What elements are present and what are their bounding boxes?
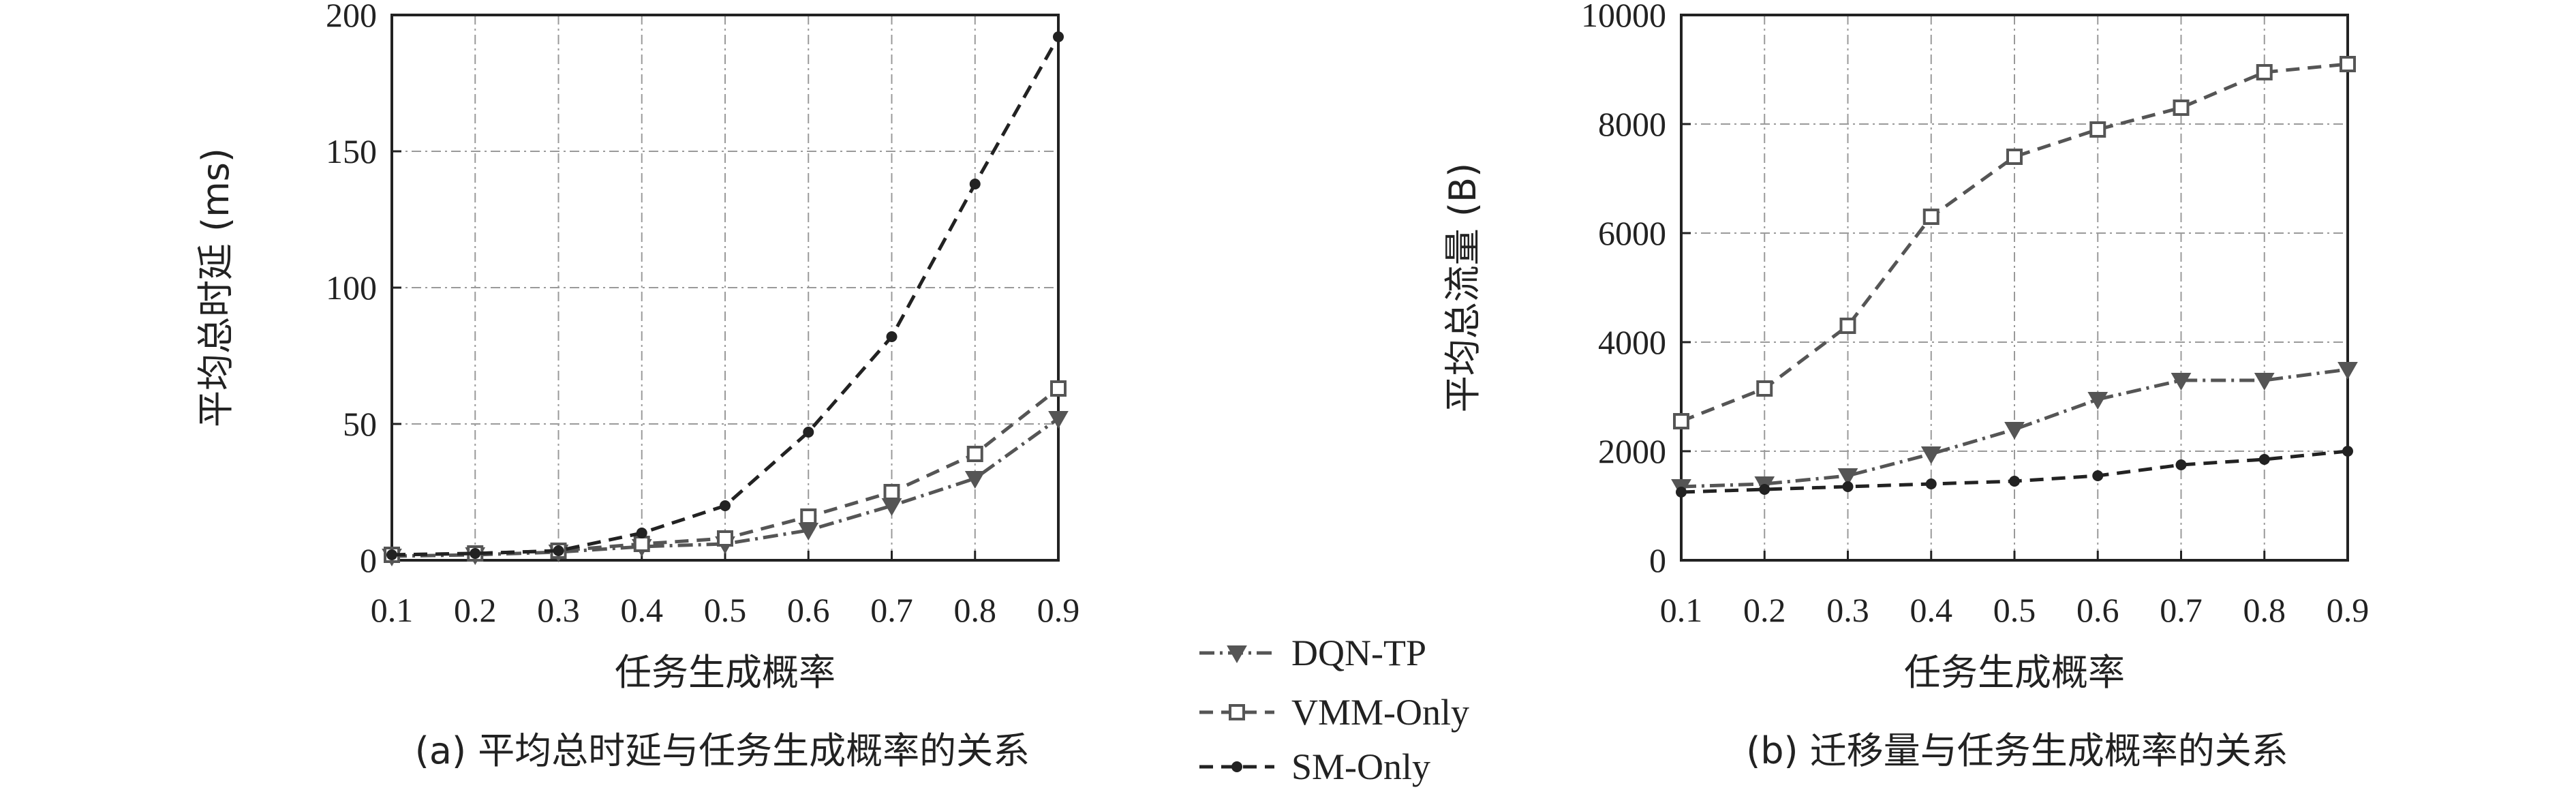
- data-point-dqn-tp: [1920, 446, 1942, 465]
- data-point-dqn-tp: [1048, 411, 1069, 429]
- x-axis-label: 任务生成概率: [1904, 651, 2125, 694]
- data-point-vmm-only: [1756, 380, 1773, 397]
- data-point-sm-only: [553, 545, 564, 556]
- data-point-sm-only: [969, 179, 981, 189]
- y-tick-label: 50: [343, 405, 377, 443]
- x-tick-label: 0.1: [1660, 591, 1703, 629]
- data-point-sm-only: [886, 331, 898, 342]
- legend: DQN-TP VMM-Only SM-Only: [1199, 633, 1469, 787]
- data-point-vmm-only: [1673, 413, 1689, 429]
- legend-label-vmm-only: VMM-Only: [1291, 692, 1469, 733]
- data-point-vmm-only: [966, 446, 983, 462]
- data-point-sm-only: [1925, 478, 1937, 489]
- series-line-vmm-only: [1681, 62, 2348, 423]
- data-point-vmm-only: [2256, 64, 2273, 80]
- legend-marker-vmm-only: [1229, 704, 1245, 720]
- data-point-sm-only: [1676, 487, 1687, 498]
- data-point-sm-only: [1053, 31, 1064, 42]
- data-point-vmm-only: [1922, 209, 1939, 225]
- data-point-dqn-tp: [2004, 422, 2025, 440]
- x-tick-label: 0.3: [537, 591, 580, 629]
- x-tick-label: 0.2: [1743, 591, 1786, 629]
- data-point-vmm-only: [800, 508, 817, 525]
- y-tick-label: 0: [1649, 541, 1666, 579]
- data-point-dqn-tp: [2254, 373, 2275, 391]
- x-tick-label: 0.8: [954, 591, 997, 629]
- y-axis-label: 平均总时延 (ms): [194, 148, 237, 427]
- data-point-sm-only: [636, 528, 647, 538]
- x-tick-label: 0.7: [870, 591, 913, 629]
- data-point-dqn-tp: [2337, 362, 2358, 380]
- data-point-dqn-tp: [2171, 373, 2192, 391]
- x-tick-label: 0.1: [371, 591, 414, 629]
- data-point-vmm-only: [2340, 56, 2356, 72]
- legend-marker-sm-only: [1231, 761, 1242, 772]
- data-point-dqn-tp: [1837, 468, 1858, 487]
- y-tick-label: 8000: [1598, 105, 1666, 143]
- data-point-sm-only: [386, 549, 397, 560]
- x-tick-label: 0.6: [2076, 591, 2119, 629]
- data-point-sm-only: [2258, 454, 2270, 465]
- y-tick-label: 150: [326, 132, 377, 170]
- y-tick-label: 200: [326, 0, 377, 34]
- y-axis-label: 平均总流量 (B): [1441, 163, 1484, 412]
- x-tick-label: 0.5: [704, 591, 747, 629]
- y-tick-label: 4000: [1598, 323, 1666, 361]
- data-point-sm-only: [803, 427, 814, 438]
- legend-label-dqn-tp: DQN-TP: [1291, 633, 1426, 673]
- data-point-vmm-only: [1050, 380, 1067, 397]
- x-tick-label: 0.3: [1826, 591, 1869, 629]
- data-point-sm-only: [2092, 470, 2104, 481]
- x-axis-label: 任务生成概率: [615, 651, 835, 694]
- panel-caption: (a) 平均总时延与任务生成概率的关系: [415, 729, 1030, 772]
- x-tick-label: 0.5: [1993, 591, 2036, 629]
- data-point-vmm-only: [883, 484, 900, 500]
- y-tick-label: 2000: [1598, 432, 1666, 470]
- data-point-vmm-only: [717, 530, 733, 547]
- x-tick-label: 0.4: [1910, 591, 1953, 629]
- y-tick-label: 6000: [1598, 214, 1666, 252]
- x-tick-label: 0.8: [2243, 591, 2286, 629]
- data-point-sm-only: [2009, 476, 2020, 487]
- data-point-sm-only: [470, 548, 481, 559]
- data-point-sm-only: [1759, 484, 1770, 495]
- legend-marker-dqn-tp: [1227, 645, 1247, 664]
- panel-caption: (b) 迁移量与任务生成概率的关系: [1746, 729, 2288, 772]
- data-point-vmm-only: [1839, 318, 1856, 334]
- legend-label-sm-only: SM-Only: [1291, 746, 1430, 787]
- data-point-vmm-only: [2089, 121, 2106, 138]
- x-tick-label: 0.6: [787, 591, 830, 629]
- data-point-sm-only: [2342, 446, 2353, 457]
- y-tick-label: 0: [360, 541, 377, 579]
- panel-b: 0.1 0.2 0.3 0.4 0.5 0.6 0.7 0.8 0.9 0 2000 4000 6000…: [1441, 0, 2369, 772]
- data-point-dqn-tp: [2087, 392, 2109, 410]
- y-tick-label: 100: [326, 269, 377, 307]
- x-tick-label: 0.4: [621, 591, 664, 629]
- data-point-vmm-only: [2173, 100, 2190, 116]
- y-tick-label: 10000: [1581, 0, 1666, 34]
- panel-a: 0.1 0.2 0.3 0.4 0.5 0.6 0.7 0.8 0.9 0 50 100 150 200 任…: [194, 0, 1079, 772]
- data-point-dqn-tp: [964, 471, 985, 489]
- data-point-sm-only: [720, 500, 731, 511]
- x-tick-label: 0.9: [2327, 591, 2370, 629]
- data-point-vmm-only: [633, 536, 650, 552]
- x-tick-label: 0.2: [454, 591, 497, 629]
- data-point-sm-only: [1842, 481, 1854, 492]
- data-point-vmm-only: [2006, 149, 2023, 165]
- data-point-sm-only: [2175, 459, 2187, 470]
- x-tick-label: 0.7: [2160, 591, 2203, 629]
- x-tick-label: 0.9: [1037, 591, 1080, 629]
